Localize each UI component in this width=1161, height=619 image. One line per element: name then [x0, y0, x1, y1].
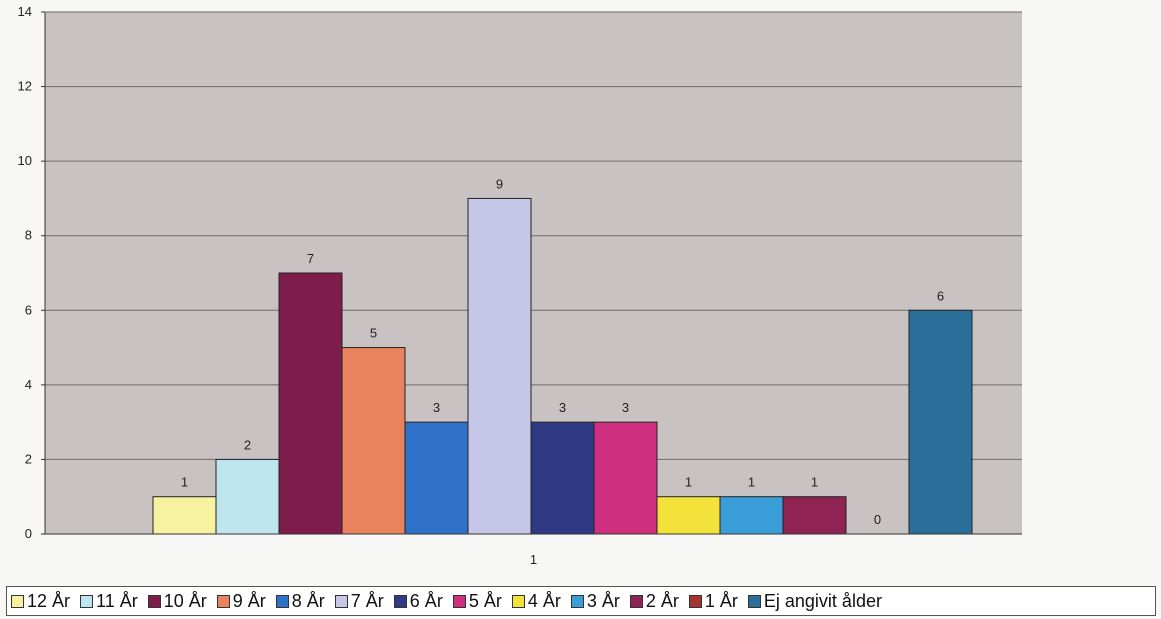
- legend-label: 2 År: [646, 591, 679, 612]
- data-label: 0: [874, 512, 881, 527]
- y-tick-label: 6: [25, 302, 32, 317]
- data-label: 1: [748, 475, 755, 490]
- data-label: 3: [559, 400, 566, 415]
- bar: [909, 310, 972, 534]
- legend-label: 6 År: [410, 591, 443, 612]
- bar: [342, 348, 405, 534]
- legend-swatch: [689, 595, 702, 608]
- legend-swatch: [276, 595, 289, 608]
- legend-swatch: [571, 595, 584, 608]
- y-tick-label: 10: [18, 153, 32, 168]
- legend-item: 4 År: [512, 591, 561, 612]
- data-label: 2: [244, 437, 251, 452]
- legend-item: 8 År: [276, 591, 325, 612]
- bar: [657, 497, 720, 534]
- legend-label: 1 År: [705, 591, 738, 612]
- data-label: 1: [685, 475, 692, 490]
- data-label: 7: [307, 251, 314, 266]
- legend-swatch: [630, 595, 643, 608]
- y-tick-label: 4: [25, 377, 32, 392]
- data-label: 5: [370, 326, 377, 341]
- legend-label: 5 År: [469, 591, 502, 612]
- bar: [783, 497, 846, 534]
- data-label: 9: [496, 176, 503, 191]
- bar: [279, 273, 342, 534]
- legend-item: 5 År: [453, 591, 502, 612]
- bar: [216, 459, 279, 534]
- legend-label: 9 År: [233, 591, 266, 612]
- legend-item: 10 År: [148, 591, 207, 612]
- legend-swatch: [748, 595, 761, 608]
- y-tick-label: 0: [25, 526, 32, 541]
- legend-item: 7 År: [335, 591, 384, 612]
- data-label: 3: [433, 400, 440, 415]
- y-tick-label: 14: [18, 4, 32, 19]
- legend-label: Ej angivit ålder: [764, 591, 882, 612]
- legend-label: 11 År: [96, 591, 138, 612]
- legend-label: 10 År: [164, 591, 207, 612]
- legend-swatch: [453, 595, 466, 608]
- legend-item: 3 År: [571, 591, 620, 612]
- legend-label: 3 År: [587, 591, 620, 612]
- data-label: 6: [937, 288, 944, 303]
- bar: [153, 497, 216, 534]
- legend-item: 1 År: [689, 591, 738, 612]
- legend: 12 År 11 År 10 År 9 År 8 År 7 År 6 År 5 År 4 År 3…: [6, 586, 1156, 616]
- legend-label: 8 År: [292, 591, 325, 612]
- bar: [531, 422, 594, 534]
- legend-item: 12 År: [11, 591, 70, 612]
- y-tick-label: 8: [25, 228, 32, 243]
- y-tick-label: 2: [25, 451, 32, 466]
- legend-swatch: [217, 595, 230, 608]
- legend-swatch: [512, 595, 525, 608]
- y-tick-label: 12: [18, 79, 32, 94]
- legend-swatch: [394, 595, 407, 608]
- bar: [468, 198, 531, 534]
- legend-label: 4 År: [528, 591, 561, 612]
- legend-swatch: [335, 595, 348, 608]
- y-axis-ticks: 0 2 4 6 8 10 12 14: [18, 4, 45, 541]
- legend-label: 12 År: [27, 591, 70, 612]
- legend-item: 6 År: [394, 591, 443, 612]
- legend-item: 9 År: [217, 591, 266, 612]
- legend-label: 7 År: [351, 591, 384, 612]
- legend-swatch: [80, 595, 93, 608]
- bar: [594, 422, 657, 534]
- legend-item: Ej angivit ålder: [748, 591, 882, 612]
- x-category-label: 1: [530, 552, 537, 567]
- data-label: 3: [622, 400, 629, 415]
- legend-item: 11 År: [80, 591, 138, 612]
- data-label: 1: [181, 475, 188, 490]
- data-label: 1: [811, 475, 818, 490]
- legend-swatch: [148, 595, 161, 608]
- bar: [720, 497, 783, 534]
- legend-item: 2 År: [630, 591, 679, 612]
- legend-swatch: [11, 595, 24, 608]
- bar: [405, 422, 468, 534]
